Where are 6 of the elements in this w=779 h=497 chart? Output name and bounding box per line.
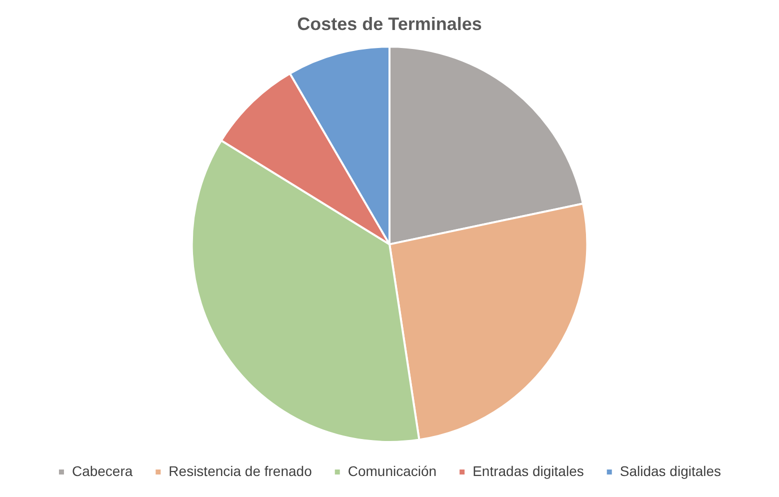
- legend-label: Cabecera: [72, 462, 133, 479]
- legend-label: Salidas digitales: [620, 462, 722, 479]
- legend-label: Comunicación: [348, 462, 437, 479]
- legend-label: Resistencia de frenado: [168, 462, 312, 479]
- chart-title: Costes de Terminales: [297, 14, 482, 34]
- legend-label: Entradas digitales: [472, 462, 584, 479]
